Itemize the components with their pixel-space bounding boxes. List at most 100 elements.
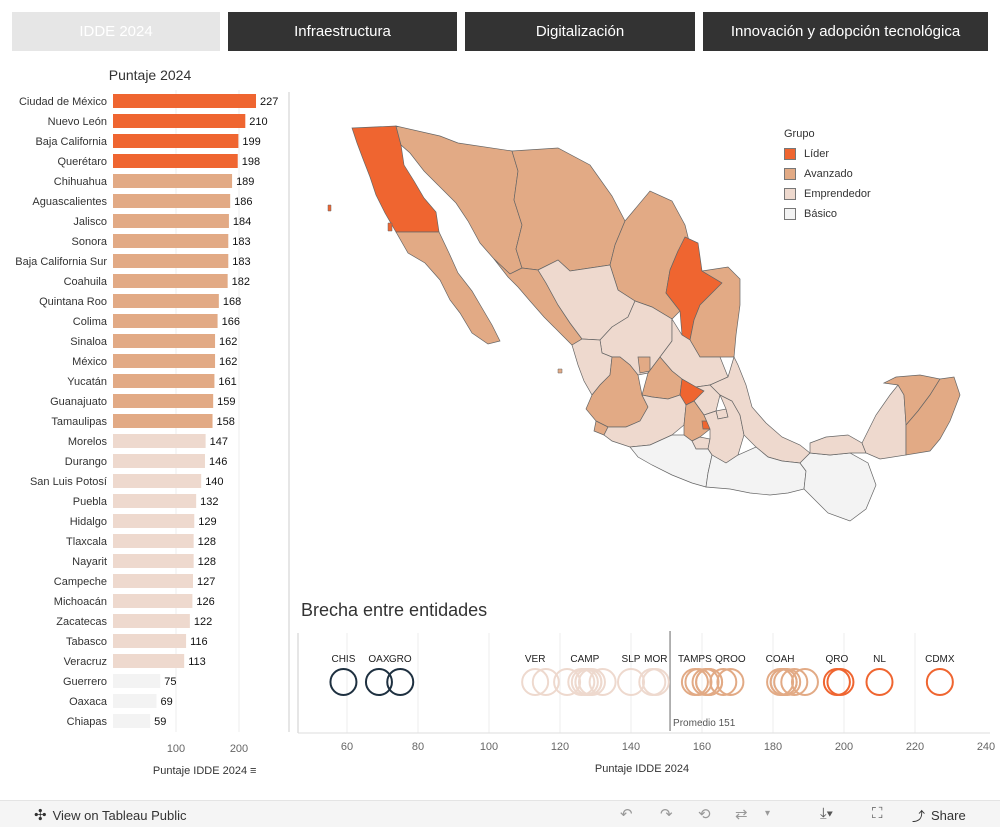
legend-item-emprendedor[interactable]: Emprendedor <box>784 184 871 204</box>
legend-item-avanzado[interactable]: Avanzado <box>784 164 871 184</box>
bar[interactable] <box>113 374 215 388</box>
bar-value-label: 128 <box>198 536 216 548</box>
redo-icon[interactable]: ↷ <box>660 806 673 823</box>
bar[interactable] <box>113 454 205 468</box>
state-campeche <box>861 384 907 460</box>
island-cedros <box>387 222 393 232</box>
bar[interactable] <box>113 674 161 688</box>
revert-icon[interactable]: ⟲ <box>698 806 711 823</box>
dot-label: QRO <box>826 654 849 665</box>
bar-value-label: 140 <box>205 476 223 488</box>
bar-value-label: 132 <box>200 496 218 508</box>
bar-category-label: Campeche <box>54 576 107 588</box>
share-button[interactable]: ⤴ Share <box>912 806 966 825</box>
chevron-down-icon[interactable]: ▾ <box>765 808 771 819</box>
fullscreen-icon[interactable]: ⛶ <box>872 805 883 822</box>
bar[interactable] <box>113 414 213 428</box>
bar[interactable] <box>113 434 206 448</box>
bar[interactable] <box>113 214 229 228</box>
dot[interactable] <box>521 668 550 696</box>
tab-idde-2024[interactable]: IDDE 2024 <box>12 12 220 51</box>
bar[interactable] <box>113 714 151 728</box>
bar[interactable] <box>113 654 185 668</box>
dot[interactable] <box>531 668 560 696</box>
tab-digitalizacion[interactable]: Digitalización <box>465 12 695 51</box>
bar[interactable] <box>113 474 202 488</box>
dot[interactable] <box>641 668 670 696</box>
bar[interactable] <box>113 634 187 648</box>
bar-category-label: San Luis Potosí <box>30 476 107 488</box>
bar[interactable] <box>113 94 257 108</box>
bar[interactable] <box>113 554 194 568</box>
bar-value-label: 198 <box>242 156 260 168</box>
bar[interactable] <box>113 134 239 148</box>
bar-category-label: Puebla <box>73 496 108 508</box>
bar-value-label: 122 <box>194 616 212 628</box>
dot-label: QROO <box>715 654 746 665</box>
bar[interactable] <box>113 594 193 608</box>
bar[interactable] <box>113 234 229 248</box>
legend-item-lider[interactable]: Líder <box>784 144 871 164</box>
undo-icon[interactable]: ↶ <box>620 806 633 823</box>
bar[interactable] <box>113 314 218 328</box>
bar[interactable] <box>113 494 197 508</box>
download-icon[interactable]: ⤓▾ <box>820 805 833 822</box>
x-tick-label: 60 <box>341 741 353 753</box>
bar-value-label: 127 <box>197 576 215 588</box>
tab-innovacion[interactable]: Innovación y adopción tecnológica <box>703 12 988 51</box>
view-on-tableau-link[interactable]: ✣ View on Tableau Public <box>34 806 187 824</box>
dot[interactable] <box>386 668 415 696</box>
bar-category-label: Querétaro <box>57 156 107 168</box>
dot[interactable] <box>709 668 738 696</box>
gap-chart: 60 80 100 120 140 160 180 200 220 240 Promedio 151… <box>297 631 995 775</box>
bar[interactable] <box>113 514 195 528</box>
bar-value-label: 159 <box>217 396 235 408</box>
bar[interactable] <box>113 394 214 408</box>
bar[interactable] <box>113 614 190 628</box>
bar[interactable] <box>113 174 233 188</box>
dot[interactable] <box>588 668 617 696</box>
average-label: Promedio 151 <box>673 718 736 729</box>
tableau-icon: ✣ <box>34 807 47 824</box>
footer-toolbar: ✣ View on Tableau Public ↶ ↷ ⟲ ⇄ ▾ ⤓▾ ⛶ … <box>0 800 1000 827</box>
sort-icon[interactable]: ≡ <box>250 765 256 777</box>
bar[interactable] <box>113 254 229 268</box>
dot[interactable] <box>553 668 582 696</box>
dot[interactable] <box>773 668 802 696</box>
bar[interactable] <box>113 274 228 288</box>
dot[interactable] <box>577 668 606 696</box>
bar-value-label: 126 <box>196 596 214 608</box>
bar-value-label: 75 <box>164 676 176 688</box>
dot[interactable] <box>865 668 894 696</box>
x-tick-label: 240 <box>977 741 995 753</box>
dot[interactable] <box>617 668 645 696</box>
legend-swatch <box>784 148 796 160</box>
dot[interactable] <box>329 668 358 696</box>
bar[interactable] <box>113 534 194 548</box>
dot[interactable] <box>716 668 745 696</box>
dashboard-tabs: IDDE 2024 Infraestructura Digitalización… <box>12 12 988 51</box>
bar[interactable] <box>113 194 231 208</box>
refresh-icon[interactable]: ⇄ <box>735 806 748 823</box>
legend-label: Básico <box>804 208 838 220</box>
bar-value-label: 199 <box>242 136 260 148</box>
dot[interactable] <box>925 668 954 696</box>
dot[interactable] <box>826 668 855 696</box>
dot[interactable] <box>684 668 713 696</box>
bar[interactable] <box>113 334 216 348</box>
bar-value-label: 69 <box>160 696 172 708</box>
dot[interactable] <box>790 668 819 696</box>
bar[interactable] <box>113 294 219 308</box>
bar[interactable] <box>113 574 194 588</box>
bar[interactable] <box>113 154 238 168</box>
dot[interactable] <box>695 668 724 696</box>
bar[interactable] <box>113 354 216 368</box>
dot[interactable] <box>364 668 393 696</box>
bar-category-label: Chihuahua <box>54 176 108 188</box>
x-tick-label: 220 <box>906 741 924 753</box>
tab-infraestructura[interactable]: Infraestructura <box>228 12 457 51</box>
dot[interactable] <box>780 668 809 696</box>
bar[interactable] <box>113 694 157 708</box>
bar[interactable] <box>113 114 246 128</box>
legend-item-basico[interactable]: Básico <box>784 204 871 224</box>
